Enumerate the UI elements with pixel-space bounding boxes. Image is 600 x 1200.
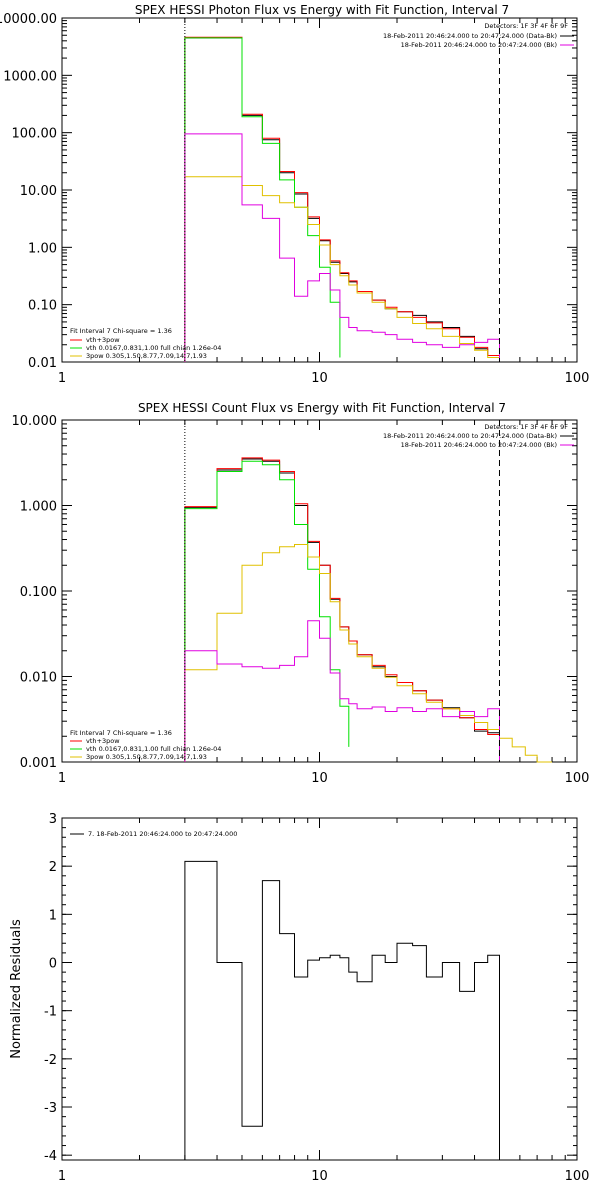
photon-flux-series [184, 36, 500, 362]
photon-flux-legend-fit-interval: Fit Interval 7 Chi-square = 1.36 [70, 327, 172, 335]
y-tick-label: -4 [44, 1149, 57, 1164]
y-tick-label: 0.010 [20, 671, 57, 686]
y-tick-label: 1.00 [28, 241, 57, 256]
residuals-panel: Normalized Residuals 1 10 100 -4 -3 -2 -1 0 1 2 3… [9, 812, 589, 1184]
y-tick-label: -1 [44, 1005, 57, 1020]
count-flux-legend-data-bk: 18-Feb-2011 20:46:24.000 to 20:47:24.000… [383, 432, 557, 440]
residuals-y-axis: -4 -3 -2 -1 0 1 2 3 [44, 812, 577, 1164]
y-tick-label: 0.001 [20, 756, 57, 771]
x-tick-label: 100 [565, 771, 590, 786]
y-tick-label: 10000.00 [0, 12, 57, 27]
y-tick-label: 10.000 [12, 414, 58, 429]
x-tick-label: 1 [58, 1169, 66, 1184]
y-tick-label: 0 [49, 957, 57, 972]
y-tick-label: -2 [44, 1053, 57, 1068]
x-tick-label: 1 [58, 771, 66, 786]
photon-flux-series-3 [184, 176, 500, 362]
count-flux-series-4 [184, 620, 500, 762]
photon-flux-series-2 [184, 37, 341, 362]
photon-flux-legend-3pow: 3pow 0.305,1.50,8.77,7.09,14.7,1.93 [86, 352, 207, 360]
photon-flux-legend-bk: 18-Feb-2011 20:46:24.000 to 20:47:24.000… [401, 41, 557, 49]
photon-flux-series-4 [184, 133, 500, 362]
count-flux-y-axis: 0.001 0.010 0.100 1.000 10.000 [12, 414, 577, 771]
residuals-legend: 7. 18-Feb-2011 20:46:24.000 to 20:47:24.… [70, 830, 237, 838]
photon-flux-legend-vth3pow: vth+3pow [86, 336, 120, 344]
count-flux-range-markers [184, 420, 500, 762]
y-tick-label: 0.01 [28, 356, 57, 371]
count-flux-series [184, 457, 552, 763]
x-tick-label: 10 [311, 371, 328, 386]
photon-flux-title: SPEX HESSI Photon Flux vs Energy with Fi… [135, 3, 509, 17]
count-flux-legend-detectors: Detectors: 1F 3F 4F 6F 9F [484, 423, 568, 431]
photon-flux-legend-bottom-left: Fit Interval 7 Chi-square = 1.36 vth+3po… [70, 327, 221, 360]
y-tick-label: -3 [44, 1101, 57, 1116]
y-tick-label: 0.100 [20, 585, 57, 600]
y-tick-label: 1.000 [20, 500, 57, 515]
count-flux-legend-fit-interval: Fit Interval 7 Chi-square = 1.36 [70, 729, 172, 737]
y-tick-label: 0.10 [28, 299, 57, 314]
residuals-x-axis: 1 10 100 [58, 818, 590, 1184]
residuals-y-axis-label: Normalized Residuals [9, 919, 24, 1059]
count-flux-legend-bk: 18-Feb-2011 20:46:24.000 to 20:47:24.000… [401, 441, 557, 449]
photon-flux-legend-vth: vth 0.0167,0.831,1.00 full chian 1.26e-0… [86, 344, 221, 352]
photon-flux-x-axis: 1 10 100 [58, 18, 590, 386]
count-flux-legend-vth: vth 0.0167,0.831,1.00 full chian 1.26e-0… [86, 745, 221, 753]
x-tick-label: 100 [565, 1169, 590, 1184]
photon-flux-y-axis: 0.01 0.10 1.00 10.00 100.00 1000.00 10000.00 [0, 12, 577, 371]
y-tick-label: 1000.00 [3, 69, 57, 84]
y-tick-label: 3 [49, 812, 57, 827]
x-tick-label: 10 [311, 1169, 328, 1184]
photon-flux-legend-top-right: Detectors: 1F 3F 4F 6F 9F 18-Feb-2011 20… [383, 22, 574, 49]
count-flux-x-axis: 1 10 100 [58, 420, 590, 786]
count-flux-panel: SPEX HESSI Count Flux vs Energy with Fit… [12, 401, 590, 786]
count-flux-legend-3pow: 3pow 0.305,1.50,8.77,7.09,14.7,1.93 [86, 753, 207, 761]
count-flux-title: SPEX HESSI Count Flux vs Energy with Fit… [138, 401, 506, 415]
count-flux-series-2 [184, 460, 350, 762]
photon-flux-legend-data-bk: 18-Feb-2011 20:46:24.000 to 20:47:24.000… [383, 32, 557, 40]
photon-flux-series-0 [184, 37, 500, 362]
x-tick-label: 10 [311, 771, 328, 786]
y-tick-label: 10.00 [20, 184, 57, 199]
x-tick-label: 1 [58, 371, 66, 386]
y-tick-label: 2 [49, 860, 57, 875]
photon-flux-series-1 [184, 36, 500, 362]
residuals-series-0 [184, 860, 500, 1160]
count-flux-legend-top-right: Detectors: 1F 3F 4F 6F 9F 18-Feb-2011 20… [383, 423, 574, 449]
count-flux-series-3 [184, 544, 552, 763]
y-tick-label: 100.00 [12, 127, 58, 142]
x-tick-label: 100 [565, 371, 590, 386]
residuals-legend-label: 7. 18-Feb-2011 20:46:24.000 to 20:47:24.… [88, 830, 237, 838]
residuals-series [184, 860, 500, 1160]
photon-flux-range-markers [184, 18, 500, 362]
y-tick-label: 1 [49, 908, 57, 923]
count-flux-legend-vth3pow: vth+3pow [86, 737, 120, 745]
count-flux-legend-bottom-left: Fit Interval 7 Chi-square = 1.36 vth+3po… [70, 729, 221, 761]
photon-flux-legend-detectors: Detectors: 1F 3F 4F 6F 9F [484, 22, 568, 30]
photon-flux-panel: SPEX HESSI Photon Flux vs Energy with Fi… [0, 3, 589, 386]
